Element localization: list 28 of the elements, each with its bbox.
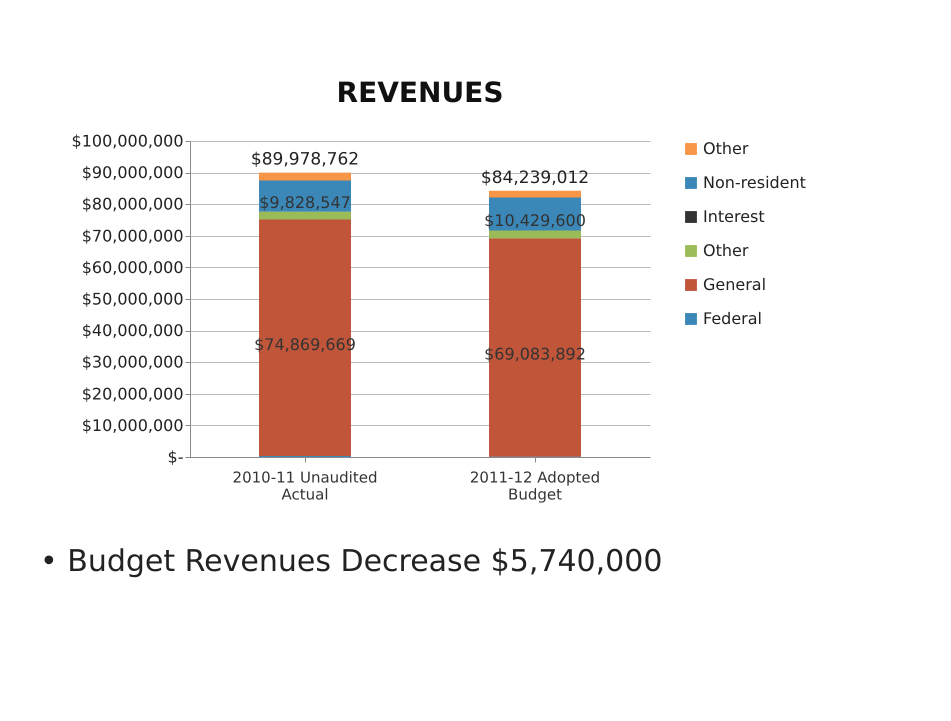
y-tick-label: $70,000,000 bbox=[82, 226, 184, 246]
legend-label: Other bbox=[703, 139, 749, 158]
y-tick-label: $20,000,000 bbox=[82, 384, 184, 404]
x-tick-label: 2011-12 Adopted Budget bbox=[470, 468, 600, 504]
y-tick-label: $40,000,000 bbox=[82, 321, 184, 340]
text: • Budget Revenues Decrease $5,740,000 bbox=[40, 544, 662, 579]
data-label: $9,828,547 bbox=[259, 193, 351, 212]
legend-label: General bbox=[703, 275, 766, 294]
bar bbox=[489, 190, 581, 198]
legend-label: Other bbox=[703, 241, 749, 260]
y-tick-label: $100,000,000 bbox=[72, 132, 184, 150]
total-label: $84,239,012 bbox=[480, 168, 590, 188]
legend-label: Federal bbox=[703, 309, 762, 328]
chart-title: REVENUES bbox=[336, 76, 504, 109]
total-label: $89,978,762 bbox=[250, 150, 360, 170]
y-tick-label: $10,000,000 bbox=[82, 416, 184, 435]
y-tick-label: $80,000,000 bbox=[82, 194, 184, 214]
legend-label: Non-resident bbox=[703, 173, 806, 192]
x-tick-label: 2010-11 Unaudited Actual bbox=[232, 468, 378, 504]
legend-label: Interest bbox=[703, 207, 765, 226]
bar bbox=[259, 172, 351, 181]
y-tick-label: $60,000,000 bbox=[82, 258, 184, 277]
y-tick-label: $30,000,000 bbox=[82, 352, 184, 372]
bar bbox=[489, 230, 581, 238]
bar bbox=[259, 212, 351, 220]
y-tick-label: $- bbox=[168, 448, 184, 466]
y-tick-label: $50,000,000 bbox=[82, 290, 184, 308]
y-tick-label: $90,000,000 bbox=[82, 163, 184, 182]
